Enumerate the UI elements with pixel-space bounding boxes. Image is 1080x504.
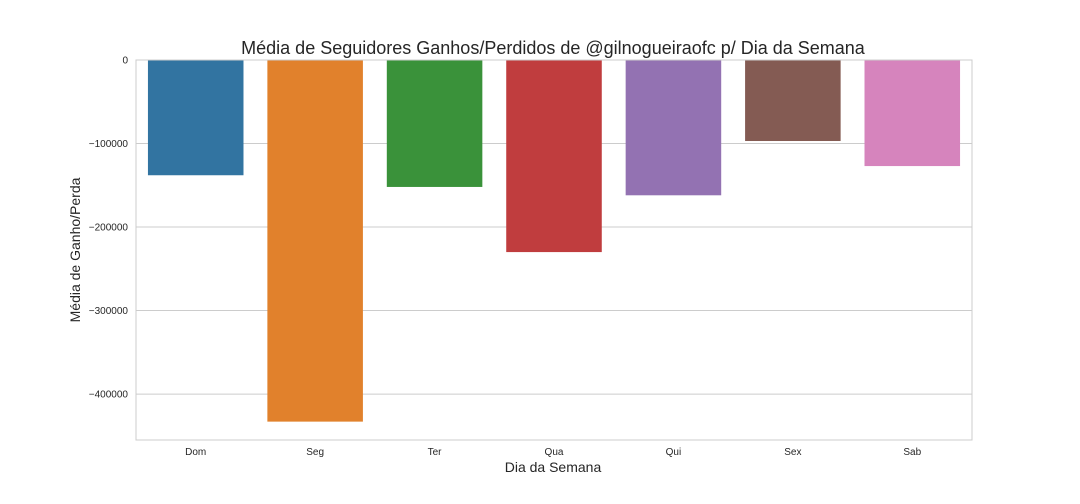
bars: [147, 60, 961, 422]
y-tick-label: −200000: [89, 223, 129, 234]
bar-seg: [267, 60, 363, 422]
chart-title: Média de Seguidores Ganhos/Perdidos de @…: [241, 38, 866, 58]
y-tick-label: −100000: [89, 139, 129, 150]
y-tick-label: 0: [122, 56, 128, 67]
y-axis-label: Média de Ganho/Perda: [67, 177, 83, 322]
x-axis-ticks: Dom Seg Ter Qua Qui Sex Sab: [185, 447, 921, 458]
y-tick-label: −300000: [89, 306, 129, 317]
plot-frame: [135, 59, 973, 441]
bar-ter: [386, 60, 483, 187]
bar-sab: [864, 60, 961, 167]
x-tick-label: Ter: [428, 447, 443, 458]
x-tick-label: Qui: [666, 447, 682, 458]
x-axis-label: Dia da Semana: [505, 459, 602, 475]
x-tick-label: Sex: [784, 447, 801, 458]
y-tick-label: −400000: [89, 390, 129, 401]
x-tick-label: Seg: [306, 447, 324, 458]
bar-qui: [625, 60, 722, 196]
x-tick-label: Dom: [185, 447, 206, 458]
bar-qua: [506, 60, 602, 253]
x-tick-label: Sab: [903, 447, 921, 458]
bar-dom: [147, 60, 244, 176]
x-tick-label: Qua: [545, 447, 564, 458]
y-axis-ticks: 0 −100000 −200000 −300000 −400000: [89, 56, 129, 401]
bar-sex: [745, 60, 841, 142]
